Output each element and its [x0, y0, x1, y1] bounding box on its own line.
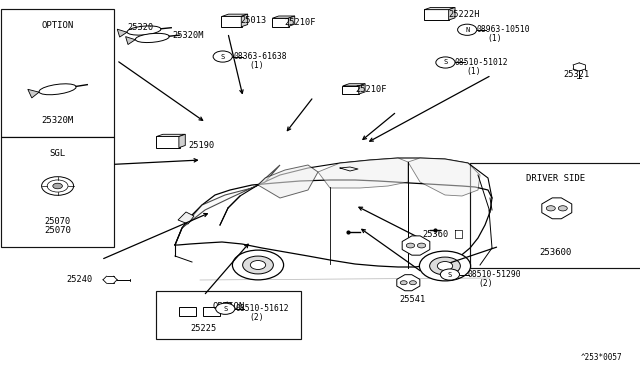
Circle shape: [406, 243, 415, 248]
Polygon shape: [288, 16, 295, 26]
Text: 08510-51612: 08510-51612: [236, 304, 289, 313]
FancyBboxPatch shape: [470, 163, 640, 268]
FancyBboxPatch shape: [221, 16, 242, 27]
Text: 25210F: 25210F: [285, 18, 316, 27]
Text: 25320M: 25320M: [42, 116, 74, 125]
FancyBboxPatch shape: [342, 86, 360, 94]
Polygon shape: [449, 7, 455, 20]
Circle shape: [213, 51, 232, 62]
Polygon shape: [222, 14, 248, 16]
Polygon shape: [127, 26, 161, 35]
Polygon shape: [156, 134, 186, 137]
Polygon shape: [273, 16, 295, 18]
Circle shape: [232, 250, 284, 280]
FancyBboxPatch shape: [202, 307, 220, 316]
Text: 25190: 25190: [189, 141, 215, 150]
FancyBboxPatch shape: [1, 137, 114, 247]
Polygon shape: [179, 134, 186, 148]
Polygon shape: [39, 84, 76, 95]
Text: ^253*0057: ^253*0057: [580, 353, 622, 362]
Text: (2): (2): [250, 313, 264, 322]
Text: 25070: 25070: [44, 226, 71, 235]
Circle shape: [250, 260, 266, 269]
Polygon shape: [178, 212, 194, 224]
Circle shape: [429, 257, 460, 275]
Polygon shape: [175, 165, 280, 245]
Polygon shape: [241, 14, 248, 27]
Text: DRIVER SIDE: DRIVER SIDE: [526, 174, 585, 183]
Circle shape: [558, 206, 567, 211]
Polygon shape: [397, 275, 420, 291]
Text: 25210F: 25210F: [355, 85, 387, 94]
FancyBboxPatch shape: [424, 9, 449, 20]
Text: 08510-51012: 08510-51012: [454, 58, 508, 67]
FancyBboxPatch shape: [272, 18, 289, 27]
Text: 25321: 25321: [563, 70, 589, 79]
Polygon shape: [424, 7, 455, 10]
Text: OPTION: OPTION: [42, 21, 74, 30]
FancyBboxPatch shape: [1, 9, 114, 137]
Circle shape: [419, 251, 470, 281]
Text: S: S: [444, 60, 447, 65]
Text: 25222H: 25222H: [448, 10, 479, 19]
Text: N: N: [465, 27, 469, 33]
Text: (2): (2): [479, 279, 493, 288]
Circle shape: [243, 256, 273, 274]
Text: 25240: 25240: [67, 275, 93, 284]
Circle shape: [547, 206, 556, 211]
Circle shape: [42, 177, 74, 195]
FancyBboxPatch shape: [156, 291, 301, 339]
Text: 253600: 253600: [540, 248, 572, 257]
Text: 08510-51290: 08510-51290: [467, 270, 521, 279]
Circle shape: [47, 180, 68, 192]
Text: 25225: 25225: [190, 324, 217, 333]
Text: 08963-10510: 08963-10510: [477, 25, 531, 34]
Polygon shape: [343, 84, 365, 86]
Text: 25360: 25360: [422, 230, 449, 239]
Circle shape: [436, 57, 455, 68]
Polygon shape: [359, 84, 365, 94]
Text: 25320M: 25320M: [173, 31, 204, 40]
Text: S: S: [223, 306, 227, 312]
Text: 25013: 25013: [240, 16, 266, 25]
Text: (1): (1): [488, 34, 502, 43]
Text: (1): (1): [250, 61, 264, 70]
Circle shape: [52, 183, 62, 189]
Circle shape: [440, 269, 460, 280]
Polygon shape: [402, 236, 430, 255]
Polygon shape: [318, 158, 408, 188]
Circle shape: [400, 281, 407, 285]
Circle shape: [410, 281, 417, 285]
Text: OPTION: OPTION: [212, 302, 245, 311]
Text: 25070: 25070: [44, 217, 71, 226]
Text: 08363-61638: 08363-61638: [234, 52, 287, 61]
Polygon shape: [542, 198, 572, 219]
Text: SGL: SGL: [49, 149, 66, 158]
Circle shape: [417, 243, 426, 248]
Text: 25541: 25541: [399, 295, 426, 304]
FancyBboxPatch shape: [179, 307, 196, 316]
Text: 25320: 25320: [127, 23, 154, 32]
Circle shape: [216, 303, 235, 314]
Text: S: S: [448, 272, 452, 278]
Polygon shape: [408, 158, 480, 196]
Polygon shape: [258, 165, 318, 198]
Polygon shape: [117, 29, 127, 37]
Text: S: S: [221, 54, 225, 60]
Polygon shape: [28, 89, 39, 98]
Circle shape: [458, 24, 477, 35]
Polygon shape: [135, 33, 170, 42]
FancyBboxPatch shape: [156, 136, 179, 148]
Circle shape: [437, 262, 452, 270]
Text: (1): (1): [466, 67, 481, 76]
Polygon shape: [125, 36, 135, 45]
